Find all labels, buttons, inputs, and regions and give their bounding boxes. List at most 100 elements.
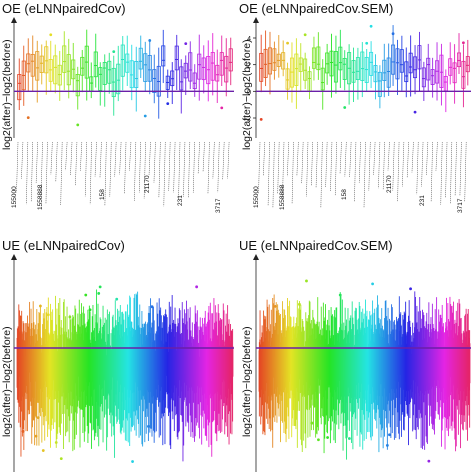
box-body — [48, 59, 53, 82]
box-body — [316, 46, 321, 71]
box-body — [338, 46, 343, 71]
box-body — [268, 47, 272, 75]
x-tick-label-stub — [464, 141, 467, 202]
x-tick-label-stub — [435, 141, 438, 171]
x-tick-label-stub — [387, 141, 390, 171]
x-tick-label-stub — [344, 141, 347, 177]
outlier-point — [166, 102, 170, 105]
boxplot-oe-cov: 155000 1558888 158 21170 231 3717 — [11, 17, 234, 213]
x-tick-label-stub — [163, 141, 166, 207]
x-tick-label-stub — [277, 141, 280, 194]
x-tick-label-stub — [227, 141, 230, 179]
x-tick-label-stub — [426, 141, 429, 175]
outlier-point — [115, 297, 119, 301]
outlier-point — [46, 313, 50, 317]
box-body — [468, 343, 471, 384]
x-tick-label-stub — [349, 141, 352, 178]
outlier-point — [303, 33, 307, 37]
box-body — [183, 62, 188, 79]
box-body — [125, 53, 130, 73]
x-tick-label-stub — [40, 141, 43, 196]
box-body — [75, 74, 80, 97]
x-tick-label-stub — [21, 141, 24, 179]
box-body — [373, 65, 378, 83]
x-tick-label-stub — [263, 141, 266, 176]
x-tick-label-stub — [143, 141, 146, 199]
box-body — [355, 57, 360, 81]
box-body — [461, 60, 466, 89]
x-tick-label-stub — [94, 141, 97, 177]
x-tick-label-stub — [207, 141, 210, 194]
outlier-point — [310, 421, 314, 425]
outlier-point — [26, 116, 30, 120]
box-body — [452, 62, 457, 84]
outlier-point — [112, 50, 116, 54]
box-body — [426, 57, 431, 81]
box-body — [325, 52, 330, 74]
x-tick-label-stub — [430, 141, 433, 202]
outlier-point — [462, 41, 465, 45]
x-tick-label-stub — [291, 141, 294, 204]
chart-panel-ue-cov: UE (eLNNpairedCov) log2(after)−log2(befo… — [0, 237, 237, 474]
x-tick-label-stub — [272, 141, 275, 208]
outlier-point — [143, 114, 147, 118]
box-body — [39, 55, 44, 73]
chart-title: OE (eLNNpairedCov) — [2, 1, 126, 16]
x-tick-label-stub — [217, 141, 220, 193]
x-tick-label-stub — [153, 141, 156, 183]
outlier-point — [365, 41, 369, 45]
outlier-point — [76, 123, 80, 127]
x-tick-label: 231 — [419, 195, 426, 206]
x-tick-label-stub — [354, 141, 357, 202]
x-tick-label-stub — [378, 141, 381, 189]
outlier-point — [305, 279, 308, 283]
box-body — [320, 67, 325, 91]
outlier-point — [39, 304, 42, 308]
box-body — [285, 68, 290, 90]
x-tick-label-stub — [75, 141, 78, 186]
box-body — [224, 55, 229, 83]
box-body — [303, 58, 308, 81]
x-tick-label-stub — [325, 141, 328, 188]
box-body — [404, 61, 409, 83]
x-tick-label: 158 — [341, 189, 348, 200]
boxplot-ue-cov-sem — [253, 254, 471, 472]
outlier-point — [98, 285, 102, 289]
x-tick-label: 158 — [99, 189, 106, 200]
box-body — [57, 64, 62, 86]
x-tick-label-stub — [109, 141, 112, 197]
outlier-point — [41, 449, 45, 452]
x-tick-label-stub — [358, 141, 361, 183]
x-tick-label-stub — [178, 141, 181, 200]
outlier-point — [184, 42, 188, 46]
x-tick-label-stub — [158, 141, 161, 198]
y-axis-arrow — [253, 254, 259, 260]
box-body — [430, 69, 435, 85]
x-tick-label-stub — [197, 141, 200, 174]
boxplot-ue-cov — [11, 254, 234, 472]
outlier-point — [347, 437, 351, 440]
chart-panel-ue-cov-sem: UE (eLNNpairedCov.SEM) log2(after)−log2(… — [237, 237, 474, 474]
x-tick-label-stub — [440, 141, 443, 205]
box-body — [147, 55, 152, 82]
box-body — [66, 54, 71, 86]
box-body — [210, 52, 215, 81]
box-body — [129, 60, 134, 89]
box-body — [351, 60, 356, 83]
box-body — [342, 57, 347, 80]
box-body — [369, 51, 374, 76]
box-body — [329, 50, 334, 77]
box-body — [192, 72, 197, 90]
x-tick-label-stub — [459, 141, 462, 196]
box-body — [435, 60, 440, 84]
x-tick-label-stub — [306, 141, 309, 197]
box-body — [231, 346, 234, 377]
outlier-point — [49, 33, 53, 37]
x-tick-label-stub — [421, 141, 424, 187]
outlier-point — [298, 302, 301, 306]
box-body — [120, 44, 125, 77]
outlier-point — [88, 308, 92, 312]
x-tick-label: 3717 — [215, 198, 222, 213]
x-tick-label-stub — [267, 141, 270, 206]
outlier-point — [413, 110, 417, 114]
